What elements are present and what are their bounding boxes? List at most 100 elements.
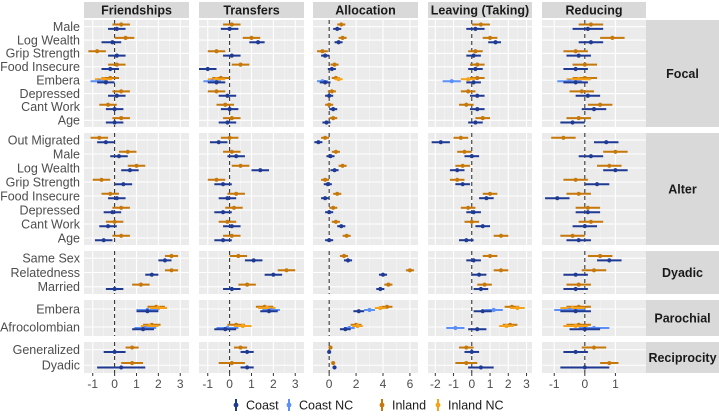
point-coast — [378, 286, 383, 292]
point-inland — [573, 49, 578, 54]
point-inland — [344, 233, 349, 238]
point-inland — [588, 219, 594, 224]
point-coast — [225, 196, 230, 201]
row-label: Age — [58, 231, 80, 245]
point-coast — [604, 140, 609, 145]
row-label: Food Insecure — [0, 189, 80, 203]
point-coast — [332, 168, 337, 173]
row-label: Afrocolombian — [0, 320, 80, 334]
point-coast — [582, 327, 587, 332]
group-label: Focal — [666, 67, 699, 81]
point-coast — [114, 196, 119, 201]
row-label: Dyadic — [42, 359, 80, 373]
point-inland — [579, 89, 584, 94]
point-inland — [339, 22, 344, 27]
point-coast — [327, 210, 332, 215]
point-inland — [229, 22, 234, 27]
row-label: Grip Strength — [6, 175, 80, 189]
point-coast — [162, 258, 168, 263]
point-inland — [119, 205, 124, 210]
point-inland — [407, 268, 413, 273]
point-inland — [331, 116, 336, 121]
point-coast — [475, 107, 480, 112]
row-label: Male — [53, 147, 80, 161]
row-label: Out Migrated — [8, 133, 80, 147]
point-coast — [205, 66, 210, 72]
x-tick-label: 2 — [155, 377, 162, 391]
point-coast — [476, 272, 482, 277]
point-inland-nc — [573, 323, 578, 329]
point-inland — [229, 116, 234, 121]
point-inland — [561, 135, 566, 140]
point-coast — [471, 53, 476, 58]
point-inland — [119, 89, 124, 94]
row-label: Cant Work — [21, 100, 81, 114]
point-inland — [234, 191, 239, 196]
point-coast — [607, 258, 612, 263]
group-strip — [646, 133, 719, 245]
point-inland — [138, 282, 143, 287]
point-inland — [97, 135, 102, 140]
point-coast — [323, 196, 328, 201]
x-tick-label: 0 — [226, 377, 233, 391]
point-inland-nc — [378, 305, 383, 311]
point-inland — [576, 191, 581, 196]
point-inland — [331, 205, 336, 210]
point-inland — [588, 22, 594, 27]
point-coast — [121, 182, 126, 187]
point-inland — [108, 191, 113, 196]
point-coast — [245, 349, 250, 355]
point-inland — [229, 233, 234, 238]
point-coast — [493, 40, 498, 45]
point-inland — [576, 282, 581, 287]
group-strip — [646, 20, 719, 127]
panel-background — [428, 300, 532, 336]
legend-label: Coast NC — [299, 399, 353, 413]
x-tick-label: 0 — [581, 377, 588, 391]
point-inland — [498, 268, 504, 273]
point-inland — [130, 360, 135, 366]
point-coast — [475, 327, 480, 332]
point-coast — [110, 40, 115, 45]
point-coast — [229, 224, 234, 229]
legend-label: Inland NC — [448, 399, 504, 413]
x-tick-label: 1 — [133, 377, 140, 391]
point-inland — [607, 163, 612, 168]
group-strip — [646, 251, 719, 294]
point-coast — [229, 53, 234, 58]
panel-background — [428, 133, 532, 245]
point-inland — [123, 35, 128, 40]
point-coast — [328, 154, 333, 159]
point-inland — [125, 149, 130, 154]
point-coast — [140, 327, 146, 332]
row-label: Grip Strength — [6, 47, 80, 61]
panel-backgrounds — [84, 20, 646, 373]
point-inland — [598, 102, 603, 107]
panel-title: Reducing — [566, 4, 623, 18]
x-tick-label: 2 — [505, 377, 512, 391]
point-coast — [588, 40, 594, 45]
point-inland — [384, 304, 390, 309]
point-coast — [473, 26, 478, 31]
point-coast — [220, 210, 226, 215]
row-label: Embera — [36, 302, 80, 316]
point-inland — [327, 102, 332, 107]
point-coast — [220, 182, 226, 187]
point-inland — [482, 282, 487, 287]
point-inland — [214, 49, 219, 54]
point-inland — [114, 62, 119, 67]
x-tick-label: 2 — [353, 377, 360, 391]
point-inland — [466, 89, 471, 94]
group-strip — [646, 300, 719, 336]
point-coast — [594, 182, 600, 187]
x-tick-label: 3 — [177, 377, 184, 391]
point-coast — [339, 224, 344, 229]
point-coast — [227, 107, 232, 112]
point-inland — [238, 345, 243, 350]
row-label: Log Wealth — [17, 33, 80, 47]
point-coast — [323, 80, 328, 85]
point-coast — [576, 238, 581, 243]
point-coast — [127, 168, 133, 173]
